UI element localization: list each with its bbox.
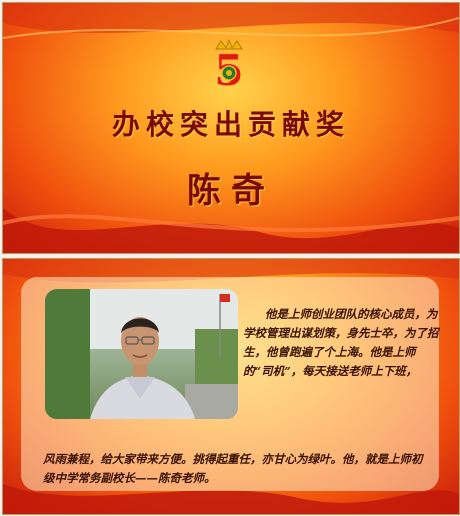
decorative-wave-top xyxy=(3,3,459,39)
award-slide-title: 5 办校突出贡献奖 陈奇 xyxy=(2,2,460,254)
recipient-name: 陈奇 xyxy=(187,171,275,211)
portrait-photo xyxy=(45,289,238,419)
award-title: 办校突出贡献奖 xyxy=(111,108,350,141)
biography-text-right: 他是上师创业团队的核心成员，为学校管理出谋划策，身先士卒，为了招生，他曾跑遍了个… xyxy=(243,307,439,378)
decorative-ribbon-bottom xyxy=(3,208,459,253)
anniversary-five-logo: 5 xyxy=(214,39,244,91)
biography-text-bottom: 风雨兼程，给大家带来方便。挑得起重任，亦甘心为绿叶。他，就是上师初级中学常务副校… xyxy=(43,452,423,485)
decorative-wave-top-2 xyxy=(3,259,459,283)
biography-slide: 他是上师创业团队的核心成员，为学校管理出谋划策，身先士卒，为了招生，他曾跑遍了个… xyxy=(2,258,460,515)
decorative-ribbon-bottom-2 xyxy=(3,484,459,514)
